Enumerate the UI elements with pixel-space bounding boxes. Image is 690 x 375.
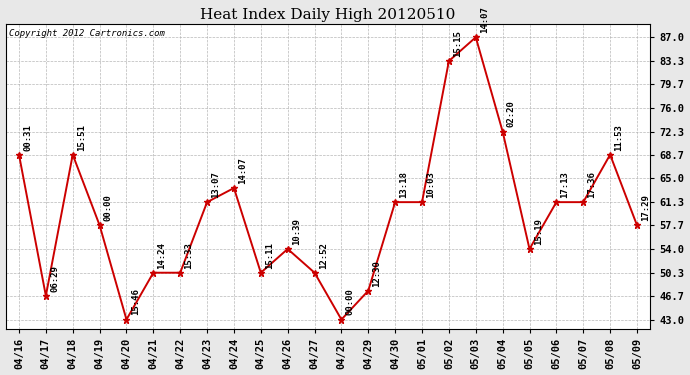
- Text: 15:46: 15:46: [130, 288, 139, 315]
- Text: Copyright 2012 Cartronics.com: Copyright 2012 Cartronics.com: [9, 29, 165, 38]
- Text: 15:15: 15:15: [453, 30, 462, 57]
- Text: 17:29: 17:29: [641, 194, 650, 221]
- Text: 13:07: 13:07: [211, 171, 220, 198]
- Text: 17:13: 17:13: [560, 171, 569, 198]
- Text: 12:52: 12:52: [319, 242, 328, 268]
- Text: 06:29: 06:29: [50, 265, 59, 292]
- Text: 15:19: 15:19: [533, 218, 542, 245]
- Text: 15:51: 15:51: [77, 124, 86, 150]
- Text: 15:33: 15:33: [184, 242, 193, 268]
- Text: 14:07: 14:07: [238, 157, 247, 184]
- Text: 17:36: 17:36: [587, 171, 596, 198]
- Text: 00:00: 00:00: [346, 288, 355, 315]
- Text: 10:03: 10:03: [426, 171, 435, 198]
- Text: 13:18: 13:18: [400, 171, 408, 198]
- Text: 00:00: 00:00: [104, 194, 112, 221]
- Text: 12:30: 12:30: [373, 260, 382, 286]
- Text: 00:31: 00:31: [23, 124, 32, 150]
- Text: 02:20: 02:20: [506, 100, 516, 128]
- Title: Heat Index Daily High 20120510: Heat Index Daily High 20120510: [200, 8, 455, 22]
- Text: 11:53: 11:53: [614, 124, 623, 150]
- Text: 14:24: 14:24: [157, 242, 166, 268]
- Text: 15:11: 15:11: [265, 242, 274, 268]
- Text: 14:07: 14:07: [480, 6, 489, 33]
- Text: 10:39: 10:39: [292, 218, 301, 245]
